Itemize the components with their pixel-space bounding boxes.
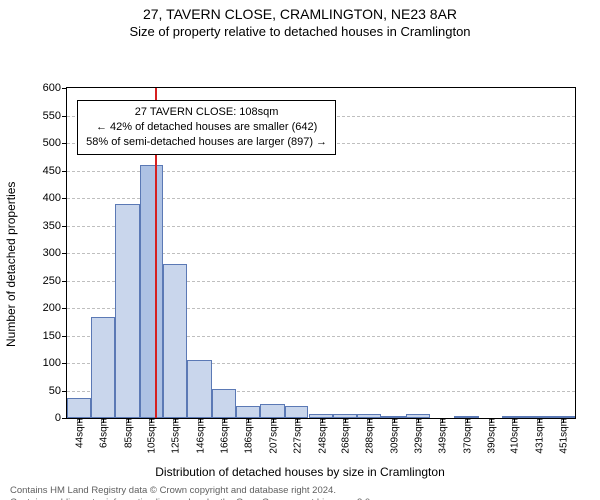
xtick-label: 268sqm xyxy=(339,418,352,454)
ytick-label: 400 xyxy=(43,192,67,204)
histogram-bar xyxy=(115,204,140,419)
chart-titles: 27, TAVERN CLOSE, CRAMLINGTON, NE23 8AR … xyxy=(0,6,600,39)
ytick-label: 200 xyxy=(43,302,67,314)
histogram-bar xyxy=(260,404,285,418)
ytick-label: 100 xyxy=(43,357,67,369)
histogram-bar xyxy=(333,414,357,418)
histogram-bar xyxy=(381,416,406,418)
xtick-label: 125sqm xyxy=(169,418,182,454)
y-axis-label: Number of detached properties xyxy=(4,182,18,347)
title-main: 27, TAVERN CLOSE, CRAMLINGTON, NE23 8AR xyxy=(0,6,600,22)
annotation-line: 27 TAVERN CLOSE: 108sqm xyxy=(86,105,327,120)
ytick-label: 500 xyxy=(43,137,67,149)
xtick-label: 146sqm xyxy=(194,418,207,454)
ytick-label: 450 xyxy=(43,165,67,177)
plot-area: 05010015020025030035040045050055060044sq… xyxy=(66,87,576,419)
histogram-bar xyxy=(163,264,187,418)
xtick-label: 410sqm xyxy=(508,418,521,454)
xtick-label: 186sqm xyxy=(241,418,254,454)
histogram-bar xyxy=(309,414,334,418)
xtick-label: 166sqm xyxy=(218,418,231,454)
plot-wrap: Number of detached properties 0501001502… xyxy=(0,39,600,461)
xtick-label: 309sqm xyxy=(388,418,401,454)
histogram-bar xyxy=(454,416,479,418)
histogram-bar xyxy=(551,416,575,418)
xtick-label: 390sqm xyxy=(484,418,497,454)
title-sub: Size of property relative to detached ho… xyxy=(0,24,600,39)
xtick-label: 64sqm xyxy=(96,418,109,448)
xtick-label: 248sqm xyxy=(315,418,328,454)
histogram-bar xyxy=(236,406,260,418)
ytick-label: 600 xyxy=(43,82,67,94)
ytick-label: 0 xyxy=(55,412,67,424)
histogram-bar xyxy=(140,165,164,418)
xtick-label: 207sqm xyxy=(266,418,279,454)
annotation-box: 27 TAVERN CLOSE: 108sqm← 42% of detached… xyxy=(77,100,336,155)
histogram-bar xyxy=(406,414,430,418)
footer: Contains HM Land Registry data © Crown c… xyxy=(10,485,590,500)
histogram-bar xyxy=(502,416,526,418)
histogram-bar xyxy=(357,414,381,418)
xtick-label: 431sqm xyxy=(533,418,546,454)
xtick-label: 451sqm xyxy=(557,418,570,454)
xtick-label: 370sqm xyxy=(460,418,473,454)
xtick-label: 288sqm xyxy=(363,418,376,454)
ytick-label: 250 xyxy=(43,275,67,287)
xtick-label: 349sqm xyxy=(435,418,448,454)
histogram-bar xyxy=(212,389,236,418)
xtick-label: 329sqm xyxy=(411,418,424,454)
ytick-label: 550 xyxy=(43,110,67,122)
xtick-label: 227sqm xyxy=(290,418,303,454)
annotation-line: 58% of semi-detached houses are larger (… xyxy=(86,135,327,150)
ytick-label: 50 xyxy=(49,385,67,397)
xtick-label: 105sqm xyxy=(145,418,158,454)
histogram-bar xyxy=(526,416,551,418)
histogram-bar xyxy=(67,398,91,418)
xtick-label: 44sqm xyxy=(72,418,85,448)
footer-line-1: Contains HM Land Registry data © Crown c… xyxy=(10,485,590,497)
annotation-line: ← 42% of detached houses are smaller (64… xyxy=(86,120,327,135)
histogram-bar xyxy=(187,360,212,418)
ytick-label: 300 xyxy=(43,247,67,259)
x-axis-label: Distribution of detached houses by size … xyxy=(0,465,600,479)
ytick-label: 350 xyxy=(43,220,67,232)
histogram-bar xyxy=(91,317,115,418)
histogram-bar xyxy=(285,406,309,418)
xtick-label: 85sqm xyxy=(121,418,134,448)
ytick-label: 150 xyxy=(43,330,67,342)
